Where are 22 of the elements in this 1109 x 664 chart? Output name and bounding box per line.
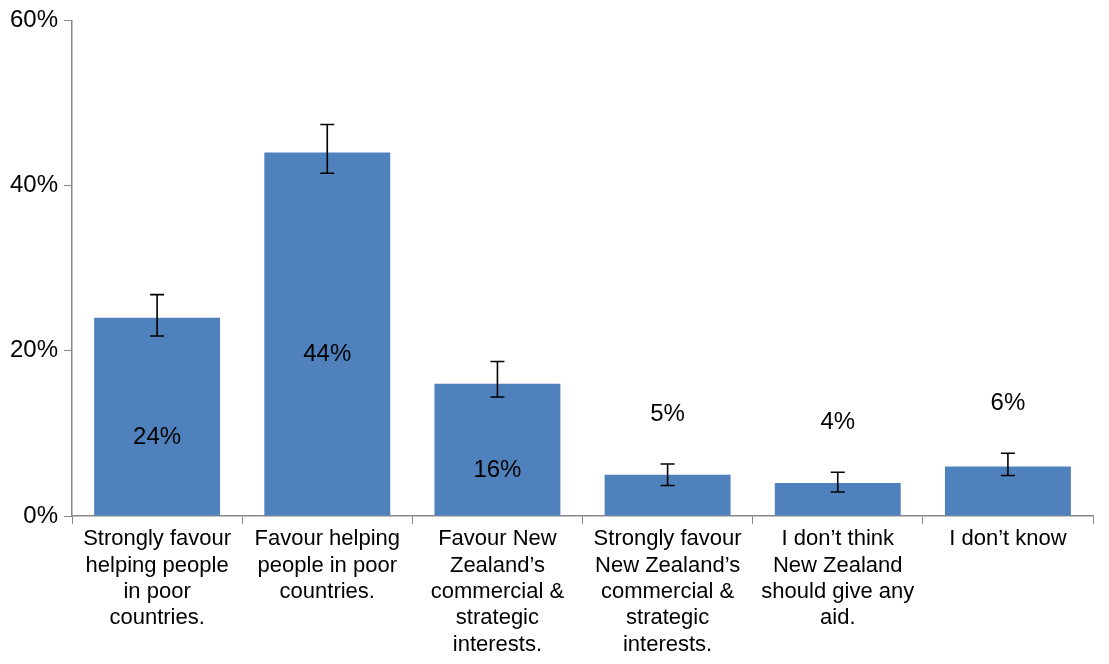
bar [264,152,391,516]
bar [774,482,901,516]
x-tick-label: Strongly favour helping people in poor countries. [83,525,232,630]
data-label: 6% [990,387,1026,415]
y-tick-label: 0% [23,500,59,528]
data-label: 5% [650,398,685,426]
data-label: 16% [473,454,522,482]
x-tick-label: Favour New Zealand’s commercial & strategic interests. [430,525,565,656]
data-label: 44% [303,338,352,366]
x-tick-label: Strongly favour New Zealand’s commercial & strategic interests. [593,525,742,656]
y-tick-label: 60% [9,5,59,33]
x-tick-label: I don’t think New Zealand should give any aid. [761,525,915,630]
bar [434,383,561,516]
bar [604,474,731,516]
y-tick-label: 40% [9,170,59,198]
data-label: 4% [820,406,856,434]
y-tick-label: 20% [9,335,59,363]
bar [944,466,1071,516]
data-label: 24% [133,421,182,449]
x-tick-label: Favour helping people in poor countries. [254,525,401,604]
x-tick-label: I don’t know [949,525,1067,551]
bar [94,317,221,516]
